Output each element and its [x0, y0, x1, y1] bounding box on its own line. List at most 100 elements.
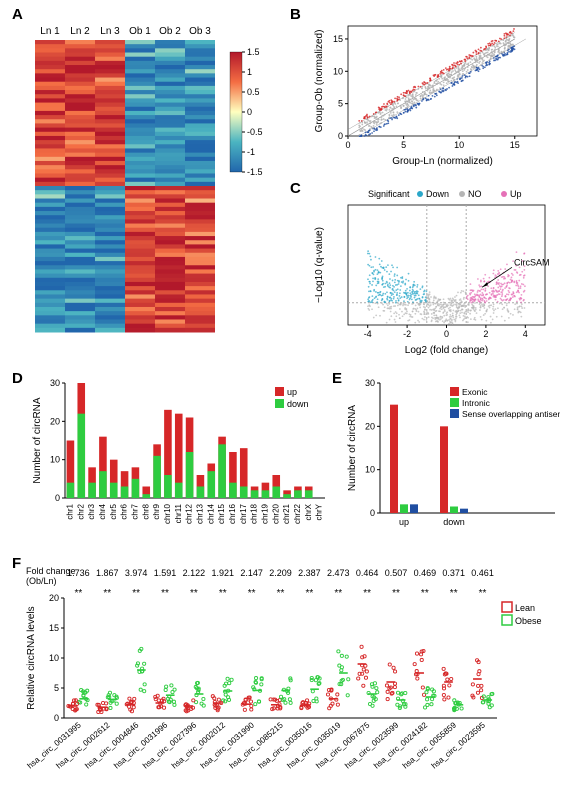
svg-text:0.507: 0.507	[385, 568, 408, 578]
svg-text:chr8: chr8	[141, 503, 150, 519]
svg-text:NO: NO	[468, 189, 482, 199]
svg-text:**: **	[75, 588, 83, 599]
svg-text:chr17: chr17	[239, 503, 248, 524]
svg-text:0: 0	[54, 713, 59, 723]
svg-text:Ob 2: Ob 2	[159, 26, 181, 37]
svg-text:Group-Ob (normalized): Group-Ob (normalized)	[314, 30, 325, 133]
svg-text:Number of circRNA: Number of circRNA	[32, 397, 43, 483]
svg-text:up: up	[287, 387, 297, 397]
svg-text:Intronic: Intronic	[462, 398, 491, 408]
svg-text:chr9: chr9	[152, 503, 161, 519]
svg-text:Ln 1: Ln 1	[40, 26, 60, 37]
svg-text:Sense overlapping antisense: Sense overlapping antisense	[462, 409, 560, 419]
svg-text:Ob 1: Ob 1	[129, 26, 151, 37]
svg-text:5: 5	[401, 140, 406, 150]
svg-text:Ln 2: Ln 2	[70, 26, 90, 37]
svg-text:chr7: chr7	[130, 503, 139, 519]
panel-d-label: D	[12, 370, 23, 387]
svg-text:chrX: chrX	[304, 503, 313, 520]
svg-text:chr14: chr14	[206, 503, 215, 524]
panel-b-label: B	[290, 6, 301, 23]
svg-text:**: **	[305, 588, 313, 599]
svg-text:4: 4	[523, 329, 528, 339]
panel-d-bars: 0102030Number of circRNAchr1chr2chr3chr4…	[30, 378, 330, 558]
svg-text:-4: -4	[364, 329, 372, 339]
svg-text:15: 15	[49, 623, 59, 633]
panel-e-label: E	[332, 370, 342, 387]
svg-text:**: **	[103, 588, 111, 599]
svg-text:Relative circRNA levels: Relative circRNA levels	[26, 606, 37, 709]
svg-text:0.464: 0.464	[356, 568, 379, 578]
svg-text:−Log10 (q-value): −Log10 (q-value)	[314, 227, 325, 303]
svg-text:Significant: Significant	[368, 189, 410, 199]
svg-text:down: down	[287, 399, 309, 409]
svg-text:0.5: 0.5	[247, 87, 260, 97]
svg-text:Log2 (fold change): Log2 (fold change)	[405, 345, 488, 355]
svg-text:chr13: chr13	[195, 503, 204, 524]
svg-text:**: **	[421, 588, 429, 599]
svg-text:2.147: 2.147	[240, 568, 263, 578]
svg-text:-2: -2	[403, 329, 411, 339]
svg-text:0.371: 0.371	[442, 568, 465, 578]
svg-text:2.122: 2.122	[183, 568, 206, 578]
svg-text:5: 5	[338, 99, 343, 109]
svg-text:Lean: Lean	[515, 603, 535, 613]
svg-text:10: 10	[365, 465, 375, 475]
panel-f-strip: 05101520Relative circRNA levelsFold chan…	[22, 562, 557, 800]
svg-text:2.209: 2.209	[269, 568, 292, 578]
svg-text:CircSAMD4A: CircSAMD4A	[514, 257, 550, 267]
svg-text:0: 0	[345, 140, 350, 150]
svg-text:30: 30	[50, 378, 60, 388]
svg-text:0: 0	[370, 508, 375, 518]
svg-text:10: 10	[333, 66, 343, 76]
panel-b-scatter: 005510101515Group-Ln (normalized)Group-O…	[310, 18, 545, 168]
svg-text:chr3: chr3	[87, 503, 96, 519]
svg-text:chr18: chr18	[250, 503, 259, 524]
svg-text:0: 0	[247, 107, 252, 117]
svg-text:chr12: chr12	[185, 503, 194, 524]
svg-text:chr19: chr19	[260, 503, 269, 524]
panel-c-volcano: -4-2024Log2 (fold change)−Log10 (q-value…	[310, 185, 550, 355]
svg-text:chr22: chr22	[293, 503, 302, 524]
svg-text:chr4: chr4	[98, 503, 107, 519]
svg-text:Number of circRNA: Number of circRNA	[347, 405, 358, 491]
svg-text:10: 10	[50, 455, 60, 465]
svg-text:Exonic: Exonic	[462, 387, 488, 397]
svg-text:1.867: 1.867	[96, 568, 119, 578]
svg-text:**: **	[450, 588, 458, 599]
svg-text:1.591: 1.591	[154, 568, 177, 578]
panel-f-label: F	[12, 555, 21, 572]
panel-e-bars: 0 10 20 30 Number of circRNA up down ExonicIntr…	[345, 378, 560, 538]
svg-text:chr15: chr15	[217, 503, 226, 524]
svg-text:2.387: 2.387	[298, 568, 321, 578]
svg-text:0.469: 0.469	[414, 568, 437, 578]
svg-text:10: 10	[49, 653, 59, 663]
svg-text:20: 20	[50, 416, 60, 426]
svg-text:20: 20	[365, 421, 375, 431]
svg-text:**: **	[190, 588, 198, 599]
svg-text:**: **	[363, 588, 371, 599]
svg-text:up: up	[399, 517, 409, 527]
svg-text:15: 15	[510, 140, 520, 150]
svg-text:**: **	[277, 588, 285, 599]
svg-text:Obese: Obese	[515, 616, 542, 626]
svg-text:chr5: chr5	[109, 503, 118, 519]
svg-text:**: **	[334, 588, 342, 599]
svg-text:20: 20	[49, 593, 59, 603]
svg-text:10: 10	[454, 140, 464, 150]
svg-text:down: down	[443, 517, 465, 527]
svg-text:**: **	[132, 588, 140, 599]
svg-text:30: 30	[365, 378, 375, 388]
svg-text:0: 0	[338, 131, 343, 141]
svg-text:1.921: 1.921	[212, 568, 235, 578]
svg-text:**: **	[479, 588, 487, 599]
svg-text:chr10: chr10	[163, 503, 172, 524]
svg-text:-0.5: -0.5	[247, 127, 263, 137]
svg-text:15: 15	[333, 34, 343, 44]
svg-text:Up: Up	[510, 189, 522, 199]
svg-text:chr6: chr6	[120, 503, 129, 519]
svg-text:0: 0	[55, 493, 60, 503]
svg-text:2: 2	[483, 329, 488, 339]
svg-text:0.461: 0.461	[471, 568, 494, 578]
svg-text:**: **	[248, 588, 256, 599]
